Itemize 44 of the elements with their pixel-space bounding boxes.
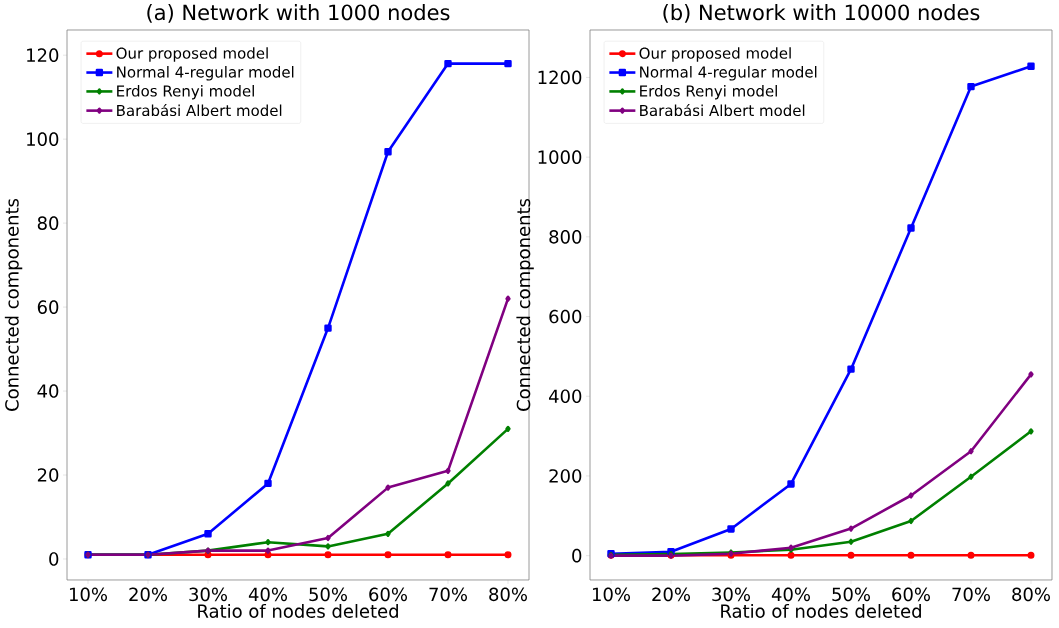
y-tick-label: 20 — [37, 468, 59, 482]
y-tick-label: 0 — [572, 548, 582, 563]
chart-title: (b) Network with 10000 nodes — [663, 4, 980, 23]
y-tick-label: 800 — [549, 230, 582, 244]
x-tick-label: 70% — [429, 587, 467, 602]
legend-label: Erdos Renyi model — [640, 84, 777, 100]
y-axis-title: Connected components — [4, 198, 23, 411]
legend-label: Our proposed model — [639, 47, 791, 62]
legend-label: Our proposed model — [116, 47, 268, 62]
y-tick-label: 1200 — [538, 70, 582, 85]
x-tick-label: 20% — [129, 587, 168, 602]
x-tick-label: 10% — [592, 587, 630, 602]
y-axis-title: Connected components — [516, 198, 534, 411]
x-tick-label: 40% — [771, 587, 810, 602]
x-tick-label: 20% — [652, 587, 690, 602]
x-tick-label: 60% — [892, 587, 930, 602]
y-tick-label: 120 — [27, 48, 59, 62]
x-tick-label: 30% — [189, 587, 227, 602]
legend-label: Normal 4-regular model — [640, 66, 817, 81]
y-tick-label: 600 — [549, 309, 582, 324]
legend-label: Normal 4-regular model — [117, 66, 294, 81]
legend-label: Erdos Renyi model — [117, 85, 254, 100]
y-tick-label: 40 — [37, 384, 59, 398]
x-tick-label: 60% — [369, 587, 407, 602]
legend-label: Barabási Albert model — [640, 103, 805, 117]
y-tick-label: 100 — [27, 132, 59, 146]
x-tick-label: 30% — [712, 587, 750, 602]
x-tick-label: 80% — [489, 587, 527, 602]
legend-label: Barabási Albert model — [117, 103, 282, 117]
y-tick-label: 1000 — [538, 150, 582, 164]
x-tick-label: 10% — [69, 587, 108, 602]
chart-title: (a) Network with 1000 nodes — [147, 4, 450, 23]
y-tick-label: 60 — [37, 300, 59, 314]
y-tick-label: 0 — [49, 552, 59, 566]
y-tick-label: 80 — [37, 216, 59, 230]
x-axis-title: Ratio of nodes deleted — [198, 604, 398, 618]
y-tick-label: 400 — [549, 389, 582, 404]
y-tick-label: 200 — [549, 469, 582, 483]
x-tick-label: 50% — [309, 587, 347, 602]
x-tick-label: 40% — [248, 587, 287, 602]
x-tick-label: 80% — [1012, 587, 1050, 602]
x-tick-label: 70% — [952, 587, 990, 602]
x-axis-title: Ratio of nodes deleted — [721, 604, 921, 618]
x-tick-label: 50% — [832, 587, 870, 602]
